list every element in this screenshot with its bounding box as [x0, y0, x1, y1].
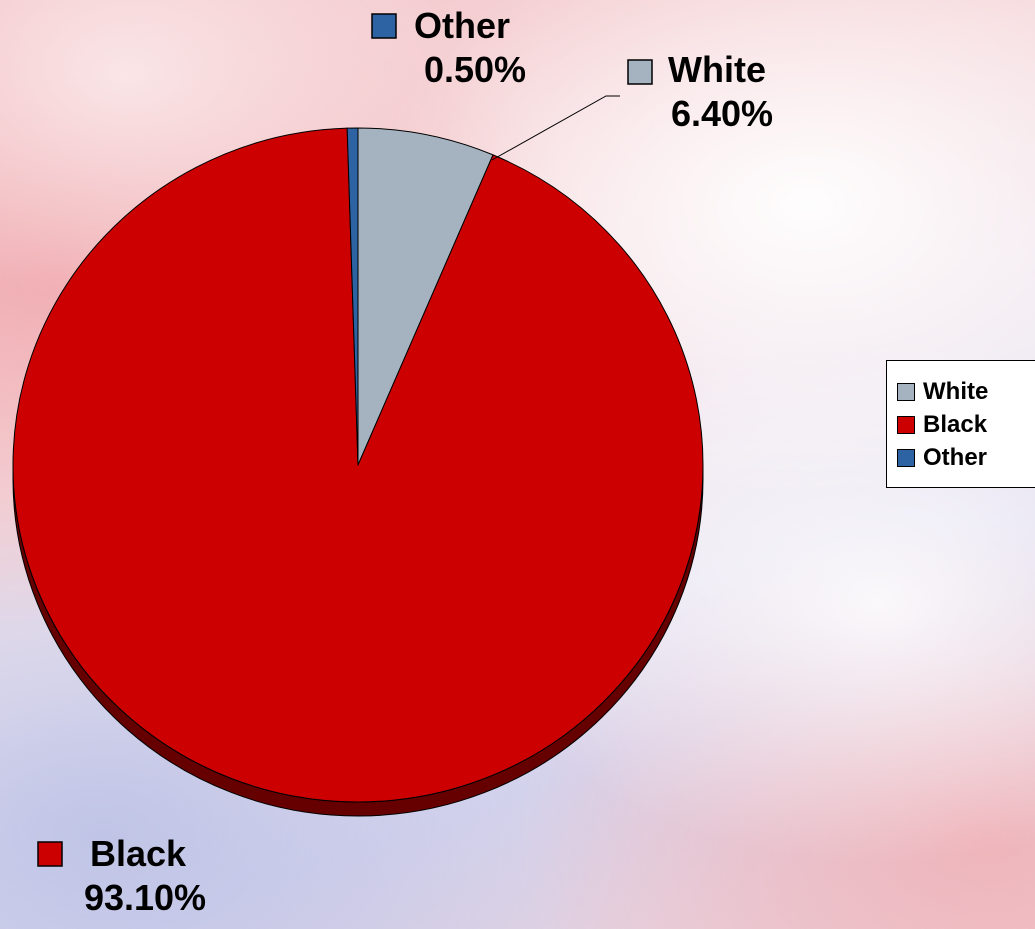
data-label-key-white — [627, 59, 653, 85]
data-label-category-black: Black — [90, 833, 187, 874]
data-label-value-other: 0.50% — [424, 49, 526, 90]
legend-label-black: Black — [923, 411, 988, 438]
pie-slice-other — [346, 127, 359, 466]
legend-label-white: White — [923, 378, 989, 405]
data-label-key-other — [371, 13, 397, 39]
data-label-value-white: 6.40% — [671, 93, 773, 134]
data-label-category-other: Other — [414, 5, 510, 46]
chart-legend: White Black Other — [886, 360, 1035, 488]
data-label-value-black: 93.10% — [84, 877, 206, 918]
data-label-category-white: White — [668, 49, 766, 90]
legend-label-other: Other — [923, 444, 988, 471]
pie-slice-white — [357, 127, 494, 466]
leader-line-white — [491, 95, 620, 161]
legend-item-white: White — [897, 377, 988, 407]
pie-slices — [12, 127, 704, 803]
legend-item-black: Black — [897, 410, 987, 440]
legend-swatch-white — [897, 383, 915, 401]
legend-swatch-other — [897, 449, 915, 467]
data-label-key-black — [37, 841, 63, 867]
legend-item-other: Other — [897, 443, 987, 473]
legend-swatch-black — [897, 416, 915, 434]
